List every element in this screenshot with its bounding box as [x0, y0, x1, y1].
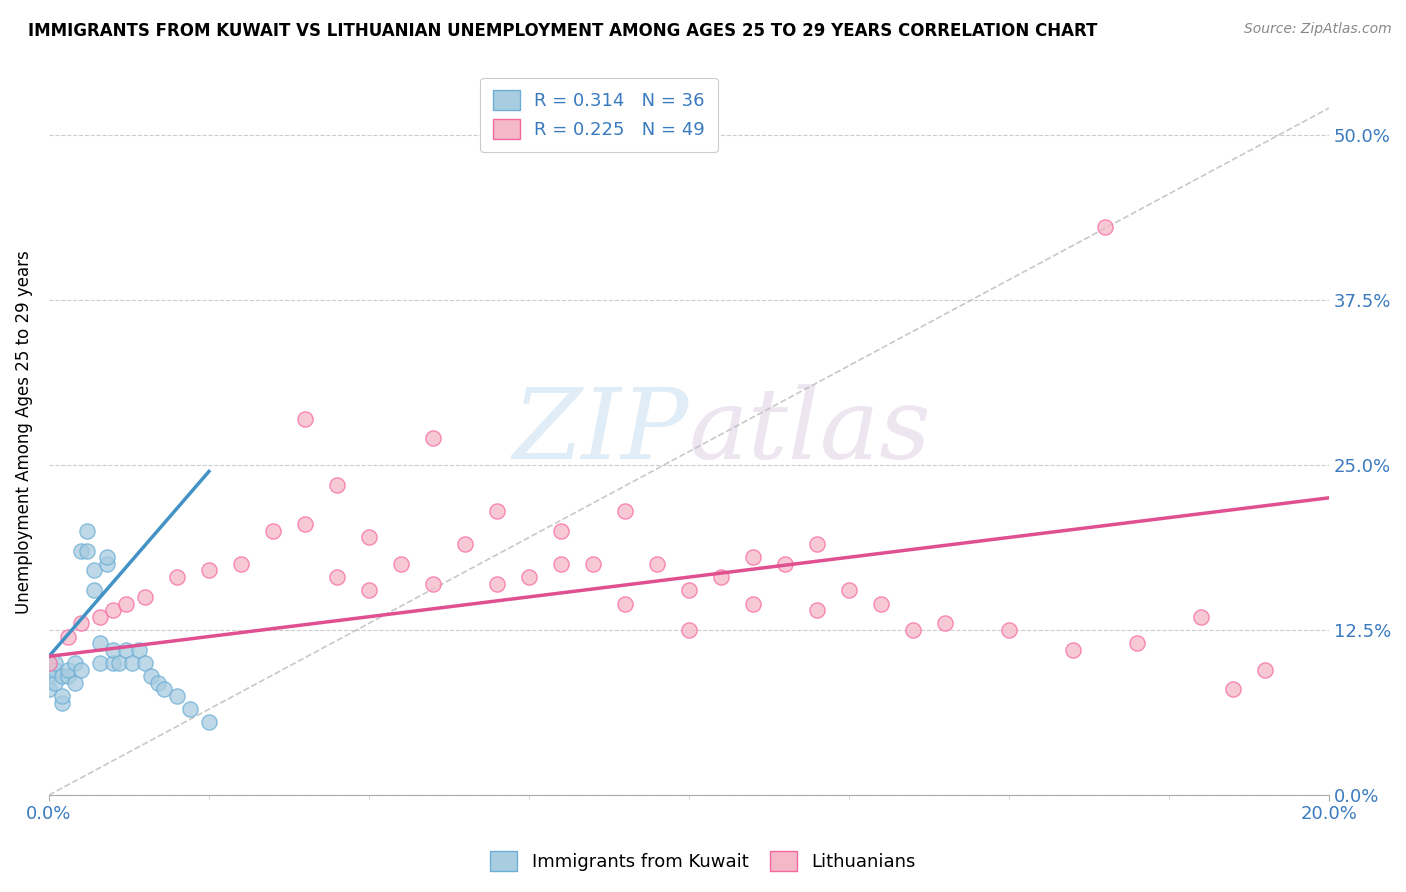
Point	[517, 570, 540, 584]
Point	[422, 431, 444, 445]
Point	[357, 583, 380, 598]
Point	[485, 504, 508, 518]
Point	[96, 557, 118, 571]
Point	[146, 675, 169, 690]
Point	[613, 597, 636, 611]
Point	[70, 663, 93, 677]
Point	[134, 656, 156, 670]
Point	[76, 543, 98, 558]
Point	[613, 504, 636, 518]
Text: ZIP: ZIP	[513, 384, 689, 479]
Point	[1094, 220, 1116, 235]
Point	[101, 656, 124, 670]
Point	[114, 642, 136, 657]
Point	[121, 656, 143, 670]
Point	[806, 537, 828, 551]
Point	[582, 557, 605, 571]
Point	[1126, 636, 1149, 650]
Point	[294, 517, 316, 532]
Point	[1189, 609, 1212, 624]
Point	[89, 656, 111, 670]
Point	[326, 477, 349, 491]
Point	[806, 603, 828, 617]
Point	[454, 537, 477, 551]
Point	[1222, 682, 1244, 697]
Point	[38, 656, 60, 670]
Point	[773, 557, 796, 571]
Point	[38, 682, 60, 697]
Point	[51, 696, 73, 710]
Point	[710, 570, 733, 584]
Point	[38, 656, 60, 670]
Point	[38, 669, 60, 683]
Point	[70, 543, 93, 558]
Point	[44, 675, 66, 690]
Point	[63, 675, 86, 690]
Point	[198, 715, 221, 730]
Point	[678, 623, 700, 637]
Point	[56, 630, 79, 644]
Point	[869, 597, 891, 611]
Point	[389, 557, 412, 571]
Point	[485, 576, 508, 591]
Point	[96, 550, 118, 565]
Point	[153, 682, 176, 697]
Point	[44, 663, 66, 677]
Y-axis label: Unemployment Among Ages 25 to 29 years: Unemployment Among Ages 25 to 29 years	[15, 250, 32, 614]
Point	[901, 623, 924, 637]
Point	[89, 609, 111, 624]
Point	[550, 524, 572, 538]
Point	[294, 411, 316, 425]
Point	[1062, 642, 1084, 657]
Point	[56, 663, 79, 677]
Point	[229, 557, 252, 571]
Point	[101, 603, 124, 617]
Text: Source: ZipAtlas.com: Source: ZipAtlas.com	[1244, 22, 1392, 37]
Point	[101, 642, 124, 657]
Point	[141, 669, 163, 683]
Point	[326, 570, 349, 584]
Point	[83, 583, 105, 598]
Point	[51, 669, 73, 683]
Point	[998, 623, 1021, 637]
Point	[114, 597, 136, 611]
Point	[70, 616, 93, 631]
Point	[83, 564, 105, 578]
Point	[741, 597, 763, 611]
Text: atlas: atlas	[689, 384, 932, 479]
Point	[76, 524, 98, 538]
Point	[741, 550, 763, 565]
Point	[63, 656, 86, 670]
Point	[134, 590, 156, 604]
Point	[179, 702, 201, 716]
Point	[108, 656, 131, 670]
Point	[56, 669, 79, 683]
Point	[934, 616, 956, 631]
Point	[678, 583, 700, 598]
Point	[51, 689, 73, 703]
Point	[89, 636, 111, 650]
Point	[422, 576, 444, 591]
Text: IMMIGRANTS FROM KUWAIT VS LITHUANIAN UNEMPLOYMENT AMONG AGES 25 TO 29 YEARS CORR: IMMIGRANTS FROM KUWAIT VS LITHUANIAN UNE…	[28, 22, 1098, 40]
Point	[166, 570, 188, 584]
Point	[550, 557, 572, 571]
Point	[645, 557, 668, 571]
Point	[838, 583, 860, 598]
Point	[1254, 663, 1277, 677]
Point	[44, 656, 66, 670]
Point	[198, 564, 221, 578]
Point	[128, 642, 150, 657]
Point	[166, 689, 188, 703]
Point	[357, 531, 380, 545]
Point	[262, 524, 284, 538]
Legend: Immigrants from Kuwait, Lithuanians: Immigrants from Kuwait, Lithuanians	[482, 844, 924, 879]
Legend: R = 0.314   N = 36, R = 0.225   N = 49: R = 0.314 N = 36, R = 0.225 N = 49	[481, 78, 718, 152]
